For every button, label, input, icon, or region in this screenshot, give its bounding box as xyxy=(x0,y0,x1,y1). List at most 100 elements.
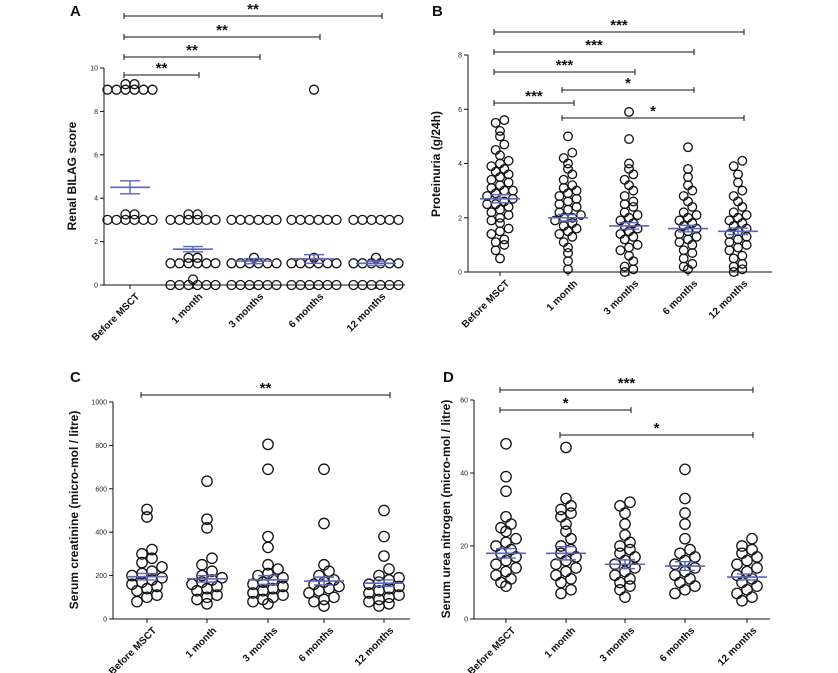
data-point xyxy=(235,214,246,226)
data-point xyxy=(393,279,404,291)
data-point xyxy=(322,258,333,269)
x-category-label: 12 months xyxy=(707,278,750,321)
data-point xyxy=(201,513,213,526)
x-category-label: 6 months xyxy=(297,625,337,665)
data-point xyxy=(206,565,218,578)
data-point xyxy=(490,558,502,571)
data-point xyxy=(737,201,748,212)
significance-label: ** xyxy=(186,42,198,59)
data-point xyxy=(679,463,691,476)
data-point xyxy=(136,548,148,560)
data-point xyxy=(165,214,176,226)
significance-label: ** xyxy=(247,1,259,18)
data-point xyxy=(560,492,572,505)
significance-label: ** xyxy=(260,380,272,397)
data-point xyxy=(378,504,390,517)
data-point xyxy=(741,210,752,220)
data-point xyxy=(262,438,274,451)
panel-letter: D xyxy=(443,369,454,386)
data-point xyxy=(262,214,273,226)
data-point xyxy=(554,229,565,239)
y-axis-title: Proteinuria (g/24h) xyxy=(429,111,443,217)
data-point xyxy=(669,558,681,571)
data-point xyxy=(357,214,368,226)
x-category-label: 12 months xyxy=(345,291,388,334)
data-point xyxy=(679,583,691,596)
data-point xyxy=(505,572,517,585)
panel-c: C 0 200 400 600 800 1000 Serum creatinine (micr… xyxy=(67,369,410,673)
data-point xyxy=(331,258,342,269)
data-point xyxy=(147,214,158,226)
data-point xyxy=(490,237,501,248)
data-point xyxy=(550,569,562,582)
data-point xyxy=(146,552,158,565)
data-point xyxy=(486,229,497,239)
data-point xyxy=(746,532,758,545)
data-point xyxy=(318,600,330,612)
data-point xyxy=(129,79,140,90)
y-tick-label: 1000 xyxy=(91,400,107,407)
data-point xyxy=(348,214,359,226)
y-tick-label: 10 xyxy=(90,66,98,73)
data-point xyxy=(366,214,377,226)
y-tick-label: 2 xyxy=(458,215,462,222)
data-point xyxy=(741,583,753,596)
data-point xyxy=(500,470,512,483)
data-point xyxy=(555,587,567,600)
data-point xyxy=(565,507,577,520)
data-point xyxy=(318,463,330,476)
data-point xyxy=(210,279,221,291)
data-point xyxy=(490,188,501,199)
data-point xyxy=(383,597,395,610)
data-point xyxy=(674,547,686,560)
data-point xyxy=(674,237,685,248)
significance-label: *** xyxy=(618,375,636,392)
panel-d: D 0 20 40 60 Serum urea nitrogen (micro-mol /… xyxy=(439,369,770,673)
y-tick-label: 2 xyxy=(94,239,98,246)
y-tick-label: 6 xyxy=(94,152,98,159)
data-point xyxy=(262,541,274,554)
data-point xyxy=(728,161,739,172)
data-point xyxy=(490,117,501,128)
y-axis-title: Serum urea nitrogen (micro-mol / litre) xyxy=(439,400,453,619)
data-point xyxy=(624,543,636,556)
data-point xyxy=(619,267,630,277)
data-point xyxy=(216,571,228,584)
data-point xyxy=(277,589,289,601)
data-point xyxy=(619,507,631,520)
data-point xyxy=(737,264,748,275)
data-point xyxy=(111,84,122,95)
data-point xyxy=(679,532,691,545)
data-point xyxy=(503,155,514,166)
data-point xyxy=(486,174,497,185)
data-point xyxy=(500,580,512,593)
data-point xyxy=(571,201,582,212)
panel-b: B 0 2 4 6 8 Proteinuria (g/24h) Before MSCT 1 mo… xyxy=(429,3,772,331)
y-tick-label: 6 xyxy=(458,107,462,114)
x-category-label: Before MSCT xyxy=(460,278,512,330)
data-point xyxy=(684,572,696,585)
data-point xyxy=(503,223,514,234)
data-point xyxy=(555,503,567,516)
data-point xyxy=(563,204,573,215)
data-point xyxy=(684,543,696,556)
y-tick-label: 20 xyxy=(460,544,468,551)
data-point xyxy=(674,576,686,589)
x-category-label: 3 months xyxy=(598,625,638,665)
data-point xyxy=(129,209,140,220)
significance-label: *** xyxy=(610,17,628,34)
data-point xyxy=(156,561,168,573)
data-point xyxy=(277,571,289,584)
data-point xyxy=(563,158,573,169)
data-point xyxy=(614,583,626,596)
data-point xyxy=(724,237,735,248)
data-point xyxy=(751,562,763,574)
y-tick-label: 4 xyxy=(458,161,462,168)
data-point xyxy=(192,252,203,263)
x-category-label: 6 months xyxy=(658,625,698,665)
data-point xyxy=(567,231,578,242)
x-category-label: 6 months xyxy=(287,291,327,331)
data-point xyxy=(286,258,297,269)
data-point xyxy=(555,540,567,552)
data-point xyxy=(375,214,386,226)
